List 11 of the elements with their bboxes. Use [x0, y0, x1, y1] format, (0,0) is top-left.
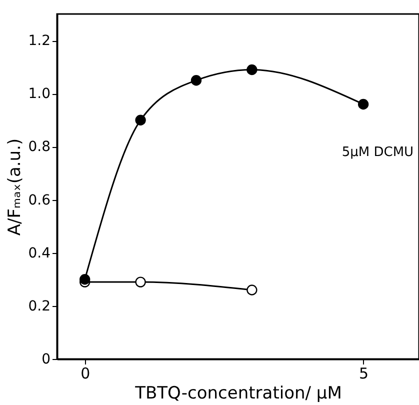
y-tick-label: 1.0 — [28, 86, 50, 102]
y-tick-label: 0.8 — [28, 139, 50, 156]
y-tick-label: 1.2 — [28, 33, 50, 50]
x-axis-title: TBTQ-concentration/ µM — [134, 384, 342, 404]
y-tick-label: 0.4 — [28, 245, 51, 262]
y-tick-label: 0 — [42, 352, 50, 368]
y-axis-title: A/Fₘₐₓ(a.u.) — [5, 138, 26, 236]
y-tick-label: 0.2 — [28, 298, 50, 314]
y-tick-label: 0.6 — [28, 192, 51, 208]
x-tick-label: 5 — [359, 364, 369, 382]
annotation: 5µM DCMU — [342, 145, 414, 160]
